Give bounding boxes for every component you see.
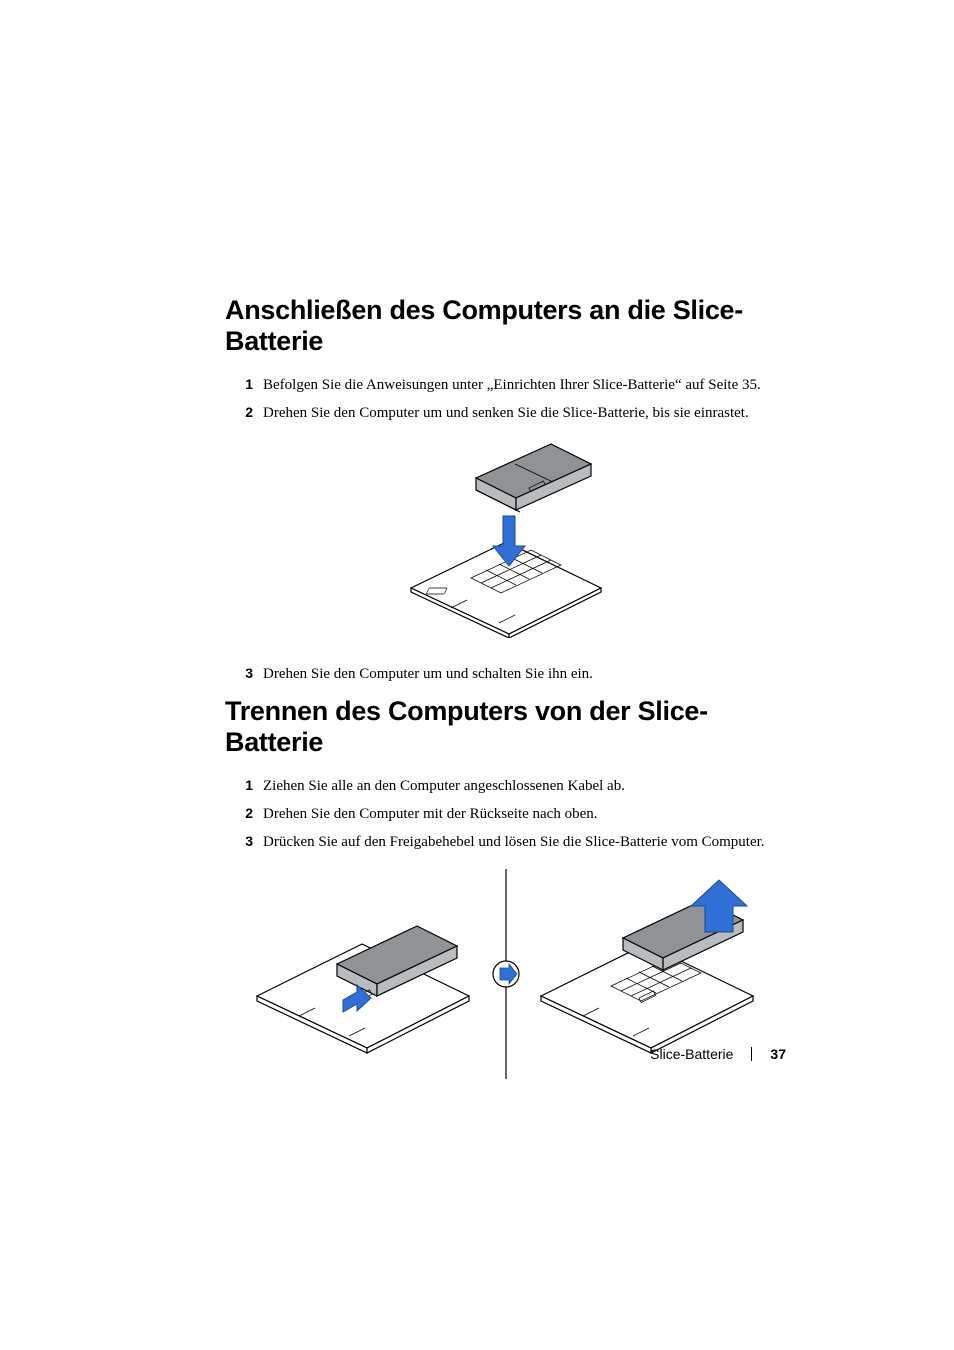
step-number: 1: [225, 776, 263, 795]
step-number: 3: [225, 832, 263, 851]
step-number: 2: [225, 403, 263, 422]
step-item: 1 Befolgen Sie die Anweisungen unter „Ei…: [225, 375, 786, 395]
step-item: 3 Drücken Sie auf den Freigabehebel und …: [225, 832, 786, 852]
page-footer: Slice-Batterie 37: [650, 1046, 786, 1062]
steps-disconnect: 1 Ziehen Sie alle an den Computer angesc…: [225, 776, 786, 853]
figure-connect: [225, 438, 786, 638]
step-item: 3 Drehen Sie den Computer um und schalte…: [225, 664, 786, 684]
steps-connect-cont: 3 Drehen Sie den Computer um und schalte…: [225, 664, 786, 684]
steps-connect: 1 Befolgen Sie die Anweisungen unter „Ei…: [225, 375, 786, 424]
step-item: 2 Drehen Sie den Computer um und senken …: [225, 403, 786, 423]
diagram-lift-icon: [523, 876, 773, 1071]
step-number: 2: [225, 804, 263, 823]
step-text: Ziehen Sie alle an den Computer angeschl…: [263, 776, 786, 796]
step-text: Drehen Sie den Computer mit der Rückseit…: [263, 804, 786, 824]
step-text: Drehen Sie den Computer um und senken Si…: [263, 403, 786, 423]
footer-page-number: 37: [770, 1046, 786, 1062]
step-text: Befolgen Sie die Anweisungen unter „Einr…: [263, 375, 786, 395]
footer-separator: [751, 1047, 752, 1061]
diagram-release-icon: [239, 876, 489, 1071]
heading-disconnect: Trennen des Computers von der Slice-Batt…: [225, 696, 786, 758]
footer-section-label: Slice-Batterie: [650, 1046, 733, 1062]
sequence-divider-icon: [489, 869, 523, 1079]
step-number: 3: [225, 664, 263, 683]
step-text: Drehen Sie den Computer um und schalten …: [263, 664, 786, 684]
diagram-connect-icon: [381, 438, 631, 638]
heading-connect: Anschließen des Computers an die Slice-B…: [225, 295, 786, 357]
step-item: 2 Drehen Sie den Computer mit der Rückse…: [225, 804, 786, 824]
step-number: 1: [225, 375, 263, 394]
step-item: 1 Ziehen Sie alle an den Computer angesc…: [225, 776, 786, 796]
step-text: Drücken Sie auf den Freigabehebel und lö…: [263, 832, 786, 852]
page: Anschließen des Computers an die Slice-B…: [0, 0, 954, 1350]
